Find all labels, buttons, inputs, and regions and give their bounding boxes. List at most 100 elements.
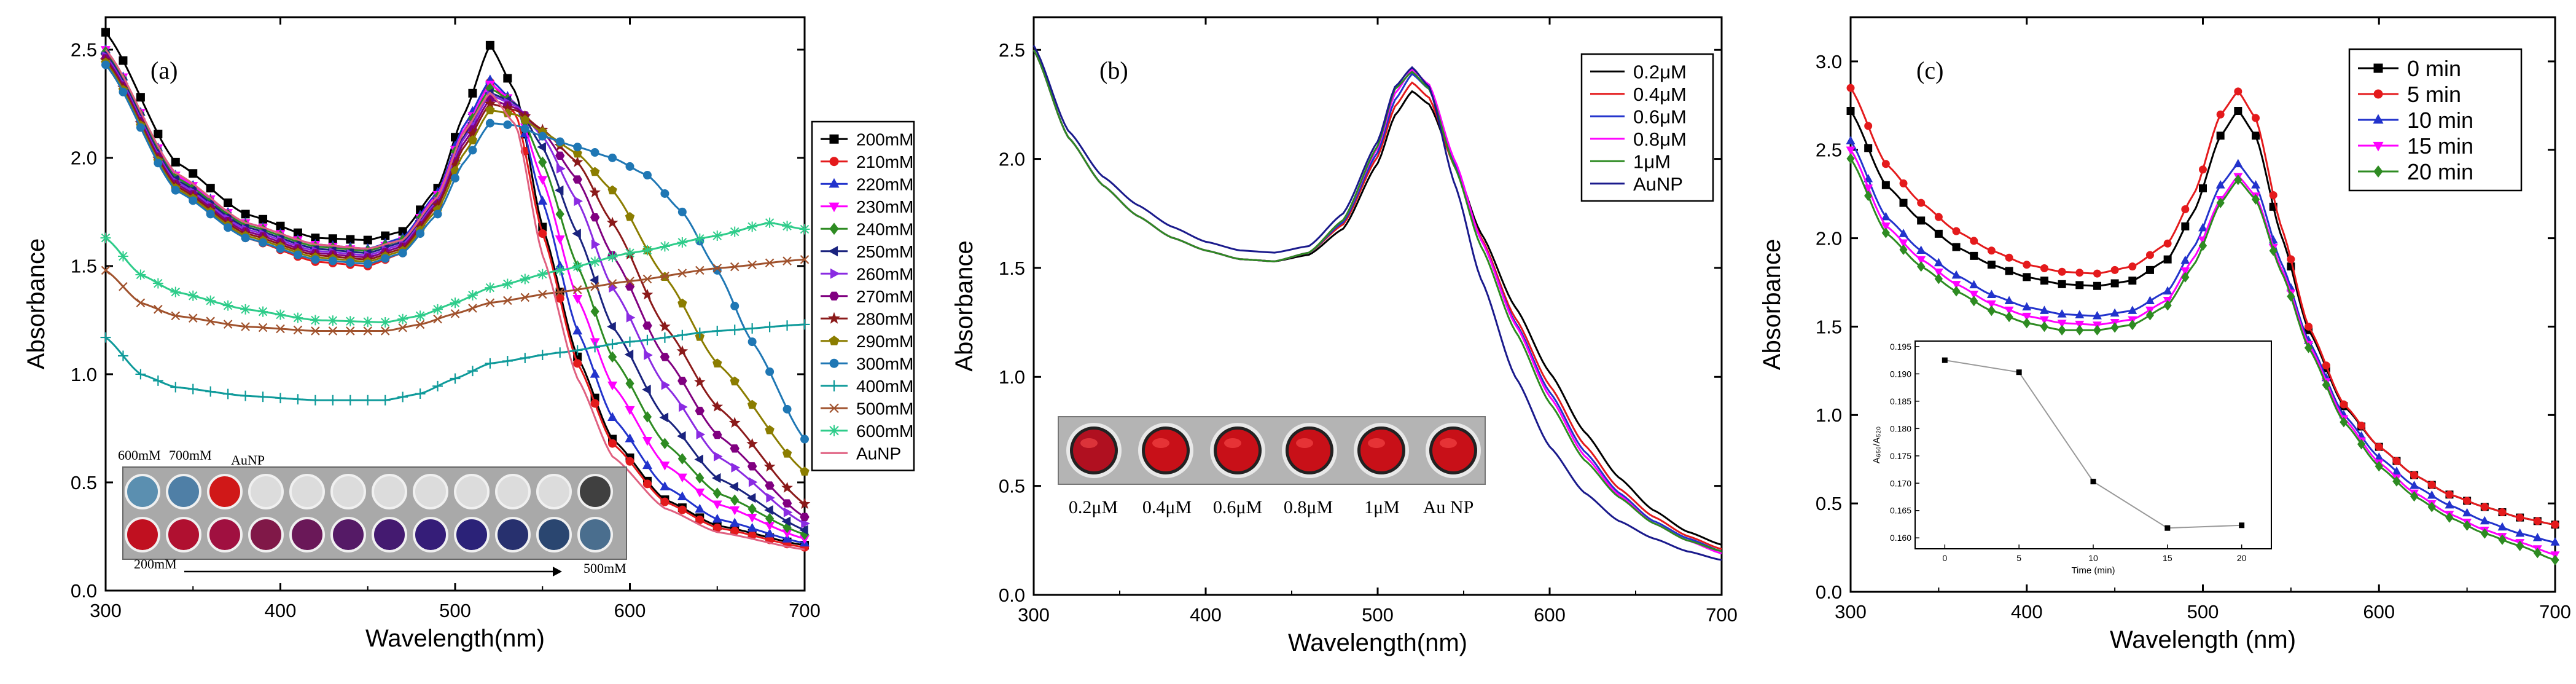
- data-point: [503, 74, 512, 83]
- data-point: [416, 229, 425, 238]
- data-point: [2480, 516, 2489, 525]
- data-point: [240, 304, 251, 315]
- data-point: [520, 293, 530, 302]
- data-point: [2550, 537, 2560, 546]
- well-top: [577, 474, 613, 509]
- data-point: [712, 500, 722, 510]
- x-tick-label: 700: [2539, 601, 2571, 623]
- data-point: [746, 438, 759, 449]
- data-point: [800, 466, 810, 476]
- legend-entry: 210mM: [856, 152, 913, 171]
- well: [1289, 430, 1330, 471]
- data-point: [625, 211, 635, 221]
- data-point: [397, 313, 408, 324]
- inset-x-label: Time (min): [2071, 565, 2115, 576]
- data-point: [679, 402, 688, 412]
- data-point: [2110, 322, 2119, 333]
- data-point: [468, 304, 477, 313]
- data-point: [118, 251, 128, 262]
- legend-marker: [829, 178, 840, 188]
- data-point: [625, 162, 634, 171]
- data-point: [2093, 281, 2101, 290]
- data-point: [2427, 501, 2436, 513]
- panel-c: 300 400 500 600 700 0.0 0.5 1.0 1.5 2.0 2.5 3.0 Wave…: [1758, 16, 2571, 653]
- data-point: [2445, 512, 2454, 523]
- data-point: [2322, 361, 2330, 370]
- data-point: [555, 347, 566, 358]
- data-point: [2340, 400, 2348, 409]
- data-point: [660, 272, 669, 281]
- data-point: [2039, 305, 2049, 314]
- data-point: [747, 522, 757, 532]
- data-point: [2181, 205, 2190, 213]
- well-top: [248, 474, 284, 509]
- data-point: [171, 186, 180, 195]
- data-point: [1846, 153, 1855, 164]
- data-point: [2058, 280, 2066, 288]
- y-axis-label: Absorbance: [1758, 239, 1786, 370]
- data-point: [711, 473, 721, 483]
- well-bottom: [577, 517, 613, 552]
- well-bottom: [166, 517, 201, 552]
- data-point: [660, 481, 670, 490]
- well-top: [330, 474, 366, 509]
- data-point: [642, 411, 652, 423]
- data-point: [1881, 181, 1890, 189]
- y-axis-label: Absorbance: [951, 240, 978, 371]
- data-point: [450, 373, 461, 384]
- data-point: [729, 481, 738, 492]
- data-point: [2145, 265, 2154, 274]
- inset-label-aunp: AuNP: [231, 452, 265, 468]
- data-point: [2040, 321, 2049, 332]
- panel-b: 300 400 500 600 700 0.0 0.5 1.0 1.5 2.0 2.5 Wavelen…: [951, 16, 1738, 656]
- data-point: [2216, 110, 2225, 119]
- data-point: [2022, 312, 2032, 321]
- data-point: [135, 269, 146, 280]
- data-point: [659, 320, 671, 332]
- data-point: [555, 137, 564, 146]
- data-point: [118, 350, 128, 361]
- data-point: [693, 375, 706, 387]
- data-point: [2251, 194, 2260, 205]
- data-point: [100, 332, 111, 343]
- data-point: [1970, 251, 1978, 260]
- data-point: [1899, 199, 1908, 207]
- data-point: [2216, 197, 2225, 208]
- data-point: [2057, 309, 2067, 318]
- data-point: [589, 275, 599, 285]
- well-highlight: [1440, 438, 1457, 448]
- data-point: [520, 114, 530, 124]
- well-bottom: [495, 517, 531, 552]
- inset-photo: [1058, 416, 1486, 485]
- data-point: [259, 238, 268, 247]
- data-point: [346, 326, 355, 336]
- data-point: [1987, 305, 1996, 316]
- data-point: [2075, 281, 2084, 289]
- data-point: [781, 481, 793, 493]
- data-point: [538, 132, 547, 141]
- data-point: [712, 487, 722, 499]
- data-point: [590, 369, 600, 378]
- data-point: [642, 171, 652, 180]
- inset-y-tick-label: 0.185: [1890, 396, 1911, 406]
- data-point: [2304, 342, 2313, 353]
- data-point: [554, 185, 564, 195]
- data-point: [642, 384, 651, 395]
- data-point: [1864, 174, 1873, 183]
- legend-marker: [2373, 165, 2383, 178]
- data-point: [2163, 255, 2172, 264]
- data-point: [451, 173, 459, 183]
- data-point: [746, 493, 756, 503]
- y-axis-label: Absorbance: [23, 238, 50, 369]
- legend-box: [1580, 53, 1714, 202]
- data-point: [677, 298, 687, 308]
- data-point: [800, 513, 810, 521]
- well: [1360, 430, 1402, 471]
- data-point: [136, 123, 145, 132]
- data-point: [276, 221, 285, 230]
- data-point: [136, 298, 146, 308]
- data-point: [136, 93, 145, 102]
- data-point: [205, 386, 216, 397]
- data-point: [555, 265, 566, 276]
- data-point: [677, 431, 686, 441]
